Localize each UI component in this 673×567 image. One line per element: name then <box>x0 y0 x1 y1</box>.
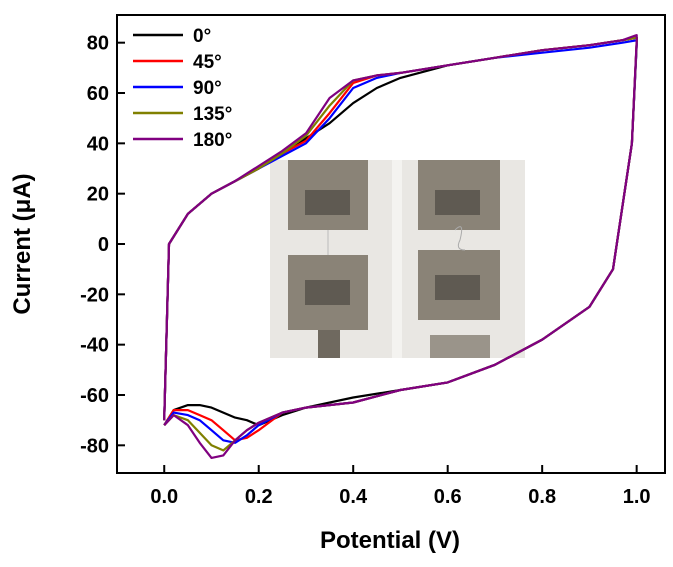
legend-label: 180° <box>193 130 232 151</box>
y-tick-label: 60 <box>87 83 109 105</box>
y-tick-label: -20 <box>80 284 109 306</box>
y-tick-label: -60 <box>80 385 109 407</box>
x-tick-label: 1.0 <box>623 486 651 508</box>
x-axis-label: Potential (V) <box>320 527 460 554</box>
y-tick-label: 80 <box>87 33 109 55</box>
legend-label: 0° <box>193 26 211 47</box>
legend-label: 45° <box>193 52 222 73</box>
series-line <box>163 34 638 459</box>
y-tick-label: -80 <box>80 435 109 457</box>
y-tick-label: 20 <box>87 184 109 206</box>
x-tick-label: 0.4 <box>339 486 368 508</box>
inset-photo <box>270 160 525 358</box>
legend-label: 90° <box>193 78 222 99</box>
y-tick-label: 40 <box>87 133 109 155</box>
legend-label: 135° <box>193 104 232 125</box>
x-tick-label: 0.8 <box>528 486 556 508</box>
y-tick-label: -40 <box>80 335 109 357</box>
y-tick-label: 0 <box>98 234 109 256</box>
y-axis-label: Current (μA) <box>9 173 36 314</box>
x-tick-label: 0.2 <box>245 486 273 508</box>
x-tick-label: 0.6 <box>434 486 462 508</box>
x-tick-label: 0.0 <box>150 486 178 508</box>
